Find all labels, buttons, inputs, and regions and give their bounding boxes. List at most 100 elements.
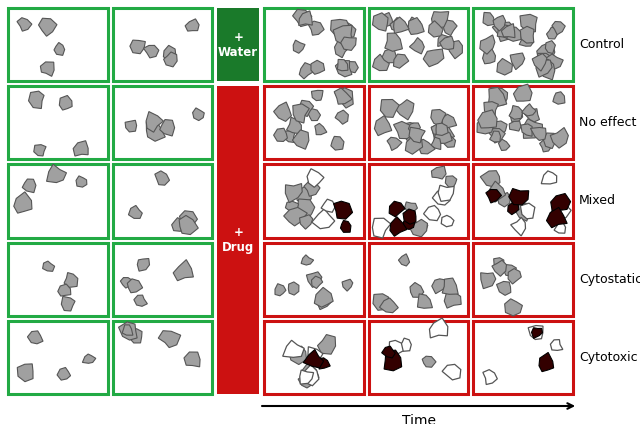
Polygon shape bbox=[64, 273, 78, 287]
Polygon shape bbox=[550, 193, 571, 211]
Polygon shape bbox=[184, 352, 200, 367]
Bar bbox=[217, 86, 259, 394]
Polygon shape bbox=[22, 179, 36, 192]
Polygon shape bbox=[543, 133, 557, 148]
Polygon shape bbox=[304, 182, 320, 196]
Polygon shape bbox=[147, 120, 165, 141]
Polygon shape bbox=[283, 340, 304, 357]
Polygon shape bbox=[179, 211, 197, 227]
Polygon shape bbox=[408, 123, 420, 134]
Polygon shape bbox=[429, 318, 448, 338]
Polygon shape bbox=[307, 272, 322, 287]
Bar bbox=[113, 165, 212, 237]
Polygon shape bbox=[387, 137, 402, 151]
Polygon shape bbox=[424, 206, 440, 220]
Polygon shape bbox=[525, 109, 540, 122]
Polygon shape bbox=[399, 338, 412, 351]
Polygon shape bbox=[501, 24, 515, 38]
Polygon shape bbox=[274, 102, 291, 121]
Polygon shape bbox=[47, 164, 67, 183]
Polygon shape bbox=[399, 254, 410, 266]
Polygon shape bbox=[312, 209, 335, 229]
Polygon shape bbox=[440, 36, 454, 50]
Polygon shape bbox=[127, 279, 143, 293]
Polygon shape bbox=[551, 204, 571, 223]
Polygon shape bbox=[321, 199, 335, 212]
Polygon shape bbox=[292, 9, 312, 27]
Polygon shape bbox=[296, 186, 311, 204]
Polygon shape bbox=[134, 295, 147, 306]
Polygon shape bbox=[417, 139, 435, 154]
Polygon shape bbox=[497, 282, 511, 296]
Polygon shape bbox=[314, 287, 333, 307]
Bar bbox=[474, 321, 573, 394]
Text: +
Water: + Water bbox=[218, 31, 259, 59]
Polygon shape bbox=[298, 374, 312, 388]
Polygon shape bbox=[480, 35, 495, 54]
Polygon shape bbox=[57, 368, 70, 380]
Polygon shape bbox=[520, 14, 537, 32]
Polygon shape bbox=[408, 17, 420, 30]
Polygon shape bbox=[193, 108, 204, 120]
Bar bbox=[369, 8, 468, 81]
Polygon shape bbox=[409, 127, 425, 143]
Bar bbox=[369, 243, 468, 316]
Polygon shape bbox=[490, 131, 500, 142]
Polygon shape bbox=[340, 37, 356, 50]
Polygon shape bbox=[431, 11, 449, 29]
Polygon shape bbox=[118, 322, 137, 340]
Polygon shape bbox=[538, 53, 551, 68]
Polygon shape bbox=[547, 27, 557, 39]
Polygon shape bbox=[312, 276, 323, 288]
Bar bbox=[217, 8, 259, 81]
Polygon shape bbox=[532, 328, 543, 338]
Bar bbox=[369, 86, 468, 159]
Polygon shape bbox=[509, 189, 529, 205]
Polygon shape bbox=[335, 61, 352, 77]
Polygon shape bbox=[289, 346, 307, 365]
Polygon shape bbox=[284, 207, 307, 226]
Polygon shape bbox=[160, 120, 175, 136]
Polygon shape bbox=[83, 354, 96, 363]
Polygon shape bbox=[29, 91, 44, 109]
Polygon shape bbox=[537, 42, 555, 60]
Polygon shape bbox=[120, 278, 133, 288]
Polygon shape bbox=[444, 292, 461, 308]
Polygon shape bbox=[334, 88, 352, 104]
Polygon shape bbox=[507, 27, 521, 41]
Polygon shape bbox=[488, 128, 506, 143]
Polygon shape bbox=[317, 335, 335, 354]
Polygon shape bbox=[130, 40, 145, 54]
Polygon shape bbox=[307, 169, 324, 187]
Polygon shape bbox=[493, 121, 507, 135]
Bar bbox=[369, 165, 468, 237]
Polygon shape bbox=[553, 92, 565, 104]
Polygon shape bbox=[372, 218, 391, 238]
Polygon shape bbox=[289, 282, 299, 295]
Polygon shape bbox=[410, 38, 424, 54]
Bar bbox=[264, 165, 364, 237]
Polygon shape bbox=[382, 48, 396, 64]
Polygon shape bbox=[536, 60, 552, 77]
Polygon shape bbox=[519, 35, 534, 46]
Polygon shape bbox=[523, 119, 543, 138]
Polygon shape bbox=[374, 116, 392, 136]
Polygon shape bbox=[408, 17, 424, 34]
Polygon shape bbox=[432, 279, 446, 294]
Polygon shape bbox=[438, 34, 450, 46]
Polygon shape bbox=[435, 130, 452, 143]
Polygon shape bbox=[340, 220, 351, 232]
Polygon shape bbox=[61, 296, 75, 311]
Polygon shape bbox=[552, 22, 565, 35]
Text: Cytotoxic: Cytotoxic bbox=[579, 351, 637, 364]
Polygon shape bbox=[428, 21, 443, 37]
Polygon shape bbox=[373, 294, 388, 310]
Polygon shape bbox=[431, 124, 454, 144]
Bar bbox=[113, 8, 212, 81]
Polygon shape bbox=[554, 222, 566, 233]
Polygon shape bbox=[179, 215, 198, 234]
Polygon shape bbox=[510, 53, 525, 70]
Polygon shape bbox=[28, 331, 43, 344]
Polygon shape bbox=[337, 59, 348, 71]
Polygon shape bbox=[155, 171, 170, 185]
